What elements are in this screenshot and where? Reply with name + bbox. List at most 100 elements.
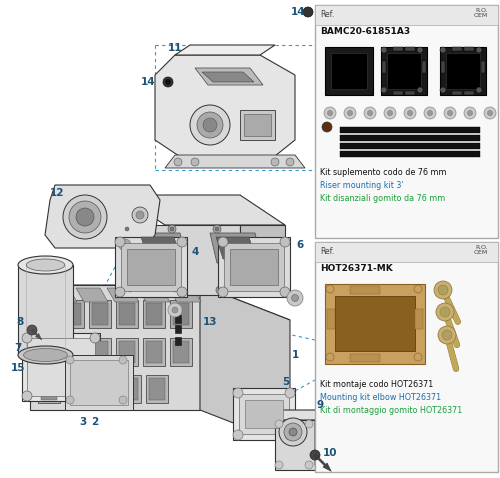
Bar bbox=[70, 360, 128, 405]
Bar bbox=[422, 61, 426, 73]
Circle shape bbox=[438, 285, 448, 295]
Bar bbox=[65, 355, 133, 410]
Circle shape bbox=[289, 428, 297, 436]
Polygon shape bbox=[315, 420, 320, 468]
Circle shape bbox=[218, 288, 222, 292]
Bar bbox=[224, 243, 284, 291]
Circle shape bbox=[123, 225, 131, 233]
Bar bbox=[327, 309, 335, 329]
Ellipse shape bbox=[18, 346, 73, 364]
Circle shape bbox=[126, 286, 134, 294]
Bar bbox=[340, 135, 480, 141]
Polygon shape bbox=[175, 45, 275, 55]
Circle shape bbox=[305, 420, 313, 428]
Circle shape bbox=[324, 107, 336, 119]
Polygon shape bbox=[275, 410, 320, 420]
Circle shape bbox=[177, 237, 187, 247]
Bar bbox=[119, 303, 135, 325]
Bar bbox=[173, 303, 189, 325]
Circle shape bbox=[305, 461, 313, 469]
Text: 15: 15 bbox=[11, 363, 25, 373]
Circle shape bbox=[168, 303, 182, 317]
Circle shape bbox=[428, 110, 432, 116]
Text: HOT26371-MK: HOT26371-MK bbox=[320, 264, 393, 273]
Bar bbox=[350, 354, 380, 362]
Bar bbox=[481, 61, 485, 73]
Circle shape bbox=[368, 110, 372, 116]
Circle shape bbox=[364, 107, 376, 119]
Text: Kit suplemento codo de 76 mm: Kit suplemento codo de 76 mm bbox=[320, 168, 446, 177]
Polygon shape bbox=[76, 288, 108, 302]
Circle shape bbox=[233, 430, 243, 440]
Polygon shape bbox=[45, 288, 77, 302]
Polygon shape bbox=[240, 225, 285, 295]
Circle shape bbox=[384, 107, 396, 119]
Bar bbox=[415, 309, 423, 329]
Bar bbox=[340, 127, 480, 133]
Circle shape bbox=[63, 195, 107, 239]
Circle shape bbox=[408, 110, 412, 116]
Circle shape bbox=[434, 281, 452, 299]
Circle shape bbox=[292, 294, 298, 302]
Bar bbox=[331, 53, 367, 89]
Bar bbox=[143, 300, 165, 328]
Text: 1: 1 bbox=[292, 350, 298, 360]
Ellipse shape bbox=[26, 259, 65, 271]
Bar bbox=[315, 5, 498, 25]
Bar bbox=[62, 300, 84, 328]
Bar bbox=[18, 265, 73, 355]
Bar bbox=[441, 61, 445, 73]
Circle shape bbox=[90, 391, 100, 401]
Text: Riser mounting kit 3': Riser mounting kit 3' bbox=[320, 181, 404, 190]
Bar bbox=[230, 249, 278, 285]
Circle shape bbox=[271, 158, 279, 166]
Bar bbox=[170, 300, 192, 328]
Bar bbox=[175, 325, 181, 333]
Bar bbox=[119, 341, 135, 363]
Bar bbox=[315, 5, 498, 238]
Circle shape bbox=[417, 87, 423, 93]
Bar bbox=[38, 375, 60, 403]
Circle shape bbox=[218, 287, 228, 297]
Circle shape bbox=[438, 326, 456, 344]
Text: BAMC20-61851A3: BAMC20-61851A3 bbox=[320, 27, 410, 36]
Circle shape bbox=[476, 47, 482, 53]
Circle shape bbox=[136, 211, 144, 219]
Circle shape bbox=[132, 207, 148, 223]
Polygon shape bbox=[169, 288, 201, 302]
Text: 14: 14 bbox=[140, 77, 156, 87]
Ellipse shape bbox=[24, 348, 68, 361]
Circle shape bbox=[215, 227, 219, 231]
Circle shape bbox=[280, 237, 290, 247]
Circle shape bbox=[190, 105, 230, 145]
Circle shape bbox=[388, 110, 392, 116]
Circle shape bbox=[218, 237, 228, 247]
Circle shape bbox=[440, 47, 446, 53]
Circle shape bbox=[448, 110, 452, 116]
Circle shape bbox=[171, 286, 179, 294]
Bar bbox=[119, 375, 141, 403]
Circle shape bbox=[286, 158, 294, 166]
Bar bbox=[116, 338, 138, 366]
Circle shape bbox=[172, 307, 178, 313]
Polygon shape bbox=[216, 237, 256, 259]
Text: 7: 7 bbox=[14, 343, 21, 353]
Circle shape bbox=[484, 107, 496, 119]
Bar bbox=[315, 242, 498, 472]
Bar bbox=[239, 394, 289, 434]
Text: 4: 4 bbox=[192, 247, 198, 257]
Bar bbox=[245, 400, 283, 428]
Bar bbox=[218, 237, 290, 297]
Bar bbox=[89, 338, 111, 366]
FancyArrow shape bbox=[314, 454, 332, 471]
Circle shape bbox=[381, 87, 387, 93]
Bar bbox=[464, 47, 474, 51]
Text: 2: 2 bbox=[92, 417, 98, 427]
Circle shape bbox=[76, 208, 94, 226]
Circle shape bbox=[115, 287, 125, 297]
Text: 12: 12 bbox=[50, 188, 64, 198]
Bar bbox=[405, 47, 415, 51]
Circle shape bbox=[119, 396, 127, 404]
Polygon shape bbox=[210, 233, 262, 263]
Polygon shape bbox=[195, 68, 263, 85]
